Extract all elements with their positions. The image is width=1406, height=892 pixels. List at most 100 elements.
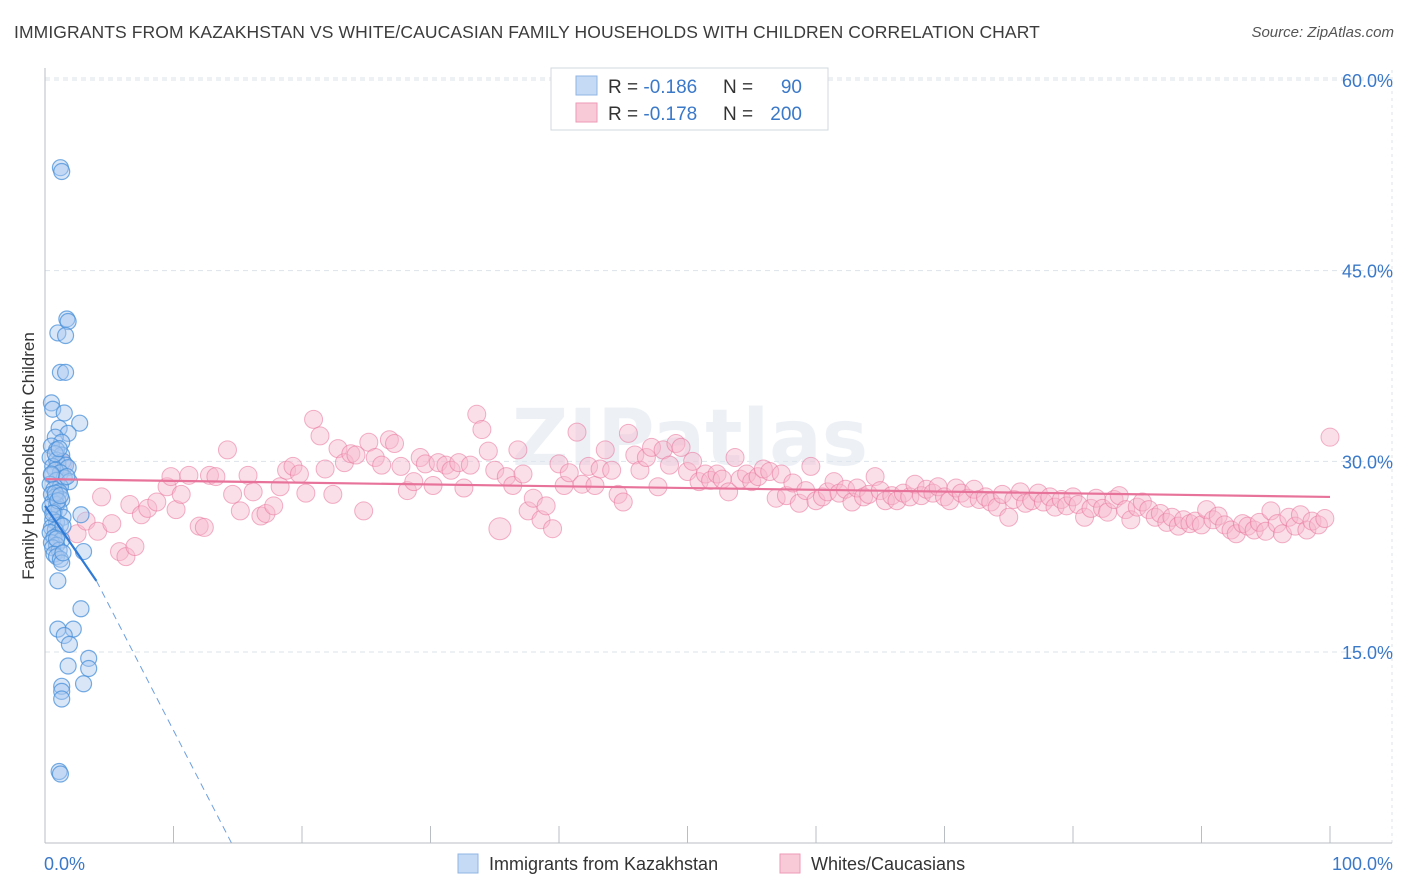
blue-point: [59, 657, 77, 675]
pink-point: [449, 453, 469, 473]
pink-point: [1197, 500, 1217, 520]
pink-point: [256, 503, 276, 523]
blue-point: [59, 424, 77, 442]
pink-point: [595, 440, 615, 460]
stats-r-value-2: -0.178: [643, 104, 697, 125]
pink-point: [630, 460, 650, 480]
pink-point: [567, 422, 587, 442]
pink-trend-line: [44, 478, 1331, 499]
pink-point: [625, 445, 645, 465]
pink-point: [199, 465, 219, 485]
pink-point: [905, 474, 925, 494]
pink-point: [1256, 521, 1276, 541]
pink-point: [1315, 509, 1335, 529]
pink-point: [179, 465, 199, 485]
stats-row-2: R = -0.178: [608, 104, 697, 125]
pink-point: [1127, 497, 1147, 517]
blue-series-points: [41, 159, 98, 783]
pink-point: [310, 426, 330, 446]
blue-point: [74, 675, 93, 693]
x-tick-label: 0.0%: [44, 854, 85, 874]
pink-point: [441, 460, 461, 480]
pink-point: [1233, 514, 1253, 534]
pink-point: [488, 517, 512, 541]
pink-point: [171, 484, 191, 504]
pink-point: [478, 441, 498, 461]
pink-point: [585, 475, 605, 495]
blue-point: [55, 404, 73, 422]
blue-point: [80, 649, 98, 667]
stats-legend: R = -0.186 N = 90 R = -0.178 N = 200: [550, 67, 829, 131]
y-axis-label: Family Households with Children: [19, 332, 38, 580]
pink-point: [613, 492, 633, 512]
pink-point: [789, 493, 809, 513]
pink-point: [742, 472, 762, 492]
blue-point: [71, 414, 89, 432]
pink-point: [1109, 486, 1129, 506]
pink-point: [579, 456, 599, 476]
pink-point: [230, 501, 250, 521]
pink-point: [391, 456, 411, 476]
stats-r-label-1: R =: [608, 77, 643, 98]
pink-point: [671, 437, 691, 457]
pink-point: [385, 434, 405, 454]
blue-point: [53, 162, 71, 181]
pink-point: [372, 455, 392, 475]
blue-point: [72, 600, 90, 618]
pink-point: [194, 517, 214, 537]
blue-point: [72, 506, 90, 524]
blue-point: [80, 659, 98, 678]
stats-n-row-1: N =: [723, 77, 758, 98]
pink-point: [707, 464, 727, 484]
pink-point: [166, 500, 186, 520]
pink-point: [102, 514, 122, 534]
blue-point: [55, 626, 73, 645]
pink-point: [1261, 501, 1281, 521]
blue-point: [56, 326, 75, 345]
pink-point: [666, 434, 686, 454]
pink-point: [1320, 427, 1340, 447]
blue-point: [51, 363, 70, 381]
pink-point: [147, 492, 167, 512]
pink-point: [964, 479, 984, 499]
pink-point: [508, 440, 528, 460]
stats-n-row-2: N =: [723, 104, 758, 125]
pink-point: [217, 440, 237, 460]
pink-point: [636, 448, 656, 468]
blue-point: [60, 635, 79, 653]
pink-point: [289, 464, 309, 484]
grid-layer: [45, 70, 1393, 843]
pink-point: [951, 483, 971, 503]
pink-point: [346, 445, 366, 465]
pink-point: [660, 455, 680, 475]
stats-n-label-2: N =: [723, 104, 758, 125]
pink-point: [1226, 524, 1246, 544]
stats-swatch-blue: [575, 75, 598, 96]
blue-point: [51, 487, 70, 505]
blue-point: [56, 363, 75, 381]
pink-point: [513, 464, 533, 484]
pink-point: [223, 484, 243, 504]
pink-point: [1145, 507, 1165, 527]
legend-label-blue: Immigrants from Kazakhstan: [489, 854, 718, 874]
pink-point: [264, 496, 284, 516]
pink-point: [536, 496, 556, 516]
pink-point: [243, 482, 263, 502]
axes-layer: [44, 68, 1392, 844]
blue-point: [47, 530, 66, 548]
legend-swatch-blue: [457, 853, 479, 874]
y-tick-label: 15.0%: [1342, 643, 1393, 663]
pink-point: [683, 451, 703, 471]
y-tick-label: 30.0%: [1342, 452, 1393, 472]
y-tick-label: 45.0%: [1342, 262, 1393, 282]
pink-point: [251, 506, 271, 526]
pink-point: [1192, 515, 1211, 535]
pink-point: [315, 459, 335, 479]
stats-r-value-1: -0.186: [643, 77, 697, 98]
pink-point: [559, 463, 579, 483]
labels-layer: 15.0% 30.0% 45.0% 60.0% 0.0% 100.0%: [44, 71, 1393, 874]
pink-point: [460, 455, 480, 475]
blue-point: [42, 394, 61, 412]
pink-point: [472, 420, 492, 440]
